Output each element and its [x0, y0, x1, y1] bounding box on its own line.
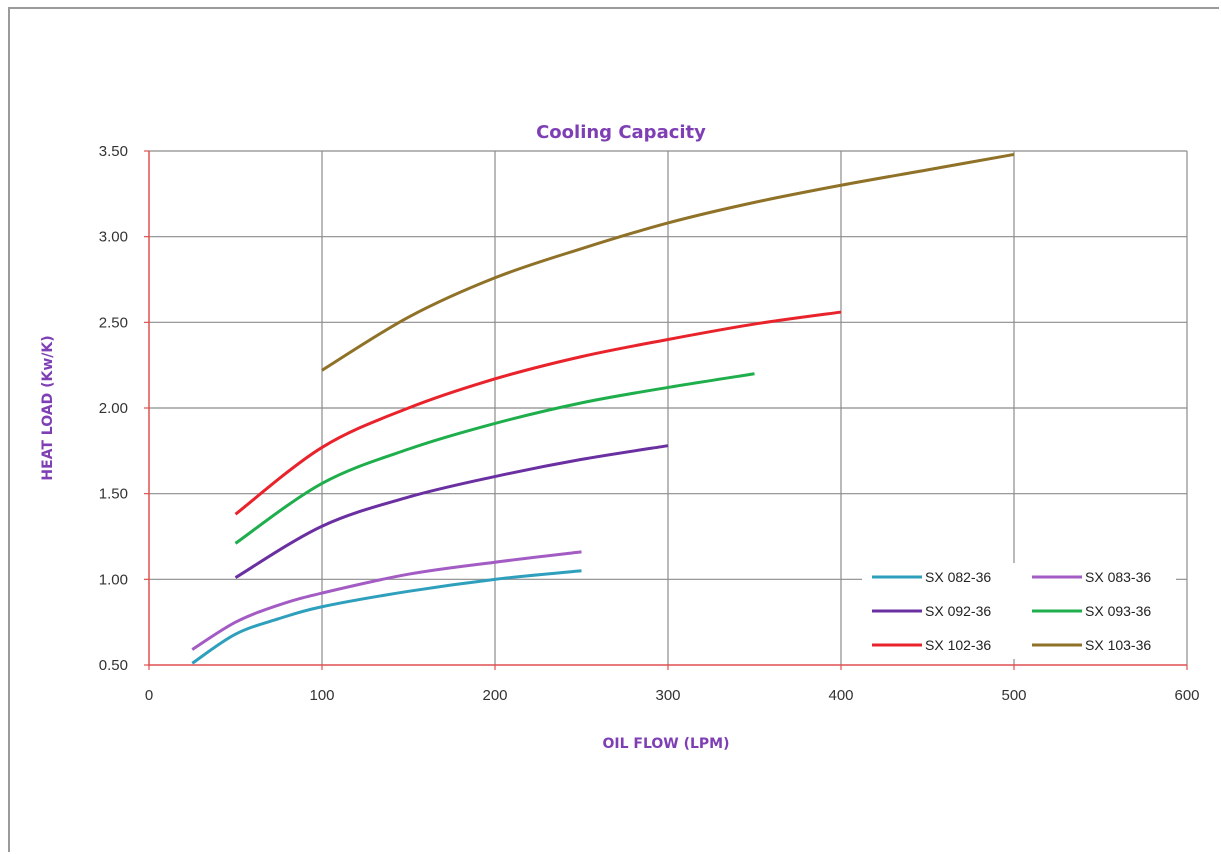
y-tick-label: 2.00: [99, 400, 128, 417]
x-axis-title: OIL FLOW (LPM): [602, 736, 729, 752]
y-tick-label: 3.00: [99, 229, 128, 246]
series-line-sx-093-36: [234, 372, 755, 545]
series-line-sx-102-36: [234, 310, 842, 516]
chart-title: Cooling Capacity: [536, 122, 706, 143]
y-axis-title: HEAT LOAD (Kw/K): [40, 335, 56, 480]
x-tick-label: 0: [145, 687, 153, 704]
y-tick-label: 3.50: [99, 143, 128, 160]
series-line-sx-083-36: [191, 550, 582, 651]
y-tick-label: 0.50: [99, 657, 128, 674]
x-tick-label: 500: [1001, 687, 1026, 704]
legend-label-sx-103-36: SX 103-36: [1085, 637, 1151, 653]
legend-label-sx-092-36: SX 092-36: [925, 603, 991, 619]
legend: SX 082-36 SX 083-36 SX 092-36 SX 093-36 SX 1…: [862, 563, 1176, 659]
series-line-sx-092-36: [234, 444, 669, 579]
series-line-sx-103-36: [321, 152, 1015, 372]
legend-label-sx-093-36: SX 093-36: [1085, 603, 1151, 619]
x-tick-label: 300: [655, 687, 680, 704]
legend-label-sx-083-36: SX 083-36: [1085, 569, 1151, 585]
x-tick-label: 100: [309, 687, 334, 704]
x-tick-label: 400: [828, 687, 853, 704]
series-line-sx-082-36: [191, 569, 582, 665]
x-tick-label: 600: [1174, 687, 1199, 704]
chart-frame: [8, 7, 1219, 852]
legend-label-sx-082-36: SX 082-36: [925, 569, 991, 585]
legend-label-sx-102-36: SX 102-36: [925, 637, 991, 653]
y-tick-label: 1.50: [99, 486, 128, 503]
y-tick-label: 2.50: [99, 314, 128, 331]
x-tick-label: 200: [482, 687, 507, 704]
axes: 0.50 1.00 1.50 2.00 2.50 3.00 3.50 0 100 200 300 40…: [99, 143, 1200, 704]
y-tick-label: 1.00: [99, 571, 128, 588]
series-lines: [191, 152, 1015, 665]
